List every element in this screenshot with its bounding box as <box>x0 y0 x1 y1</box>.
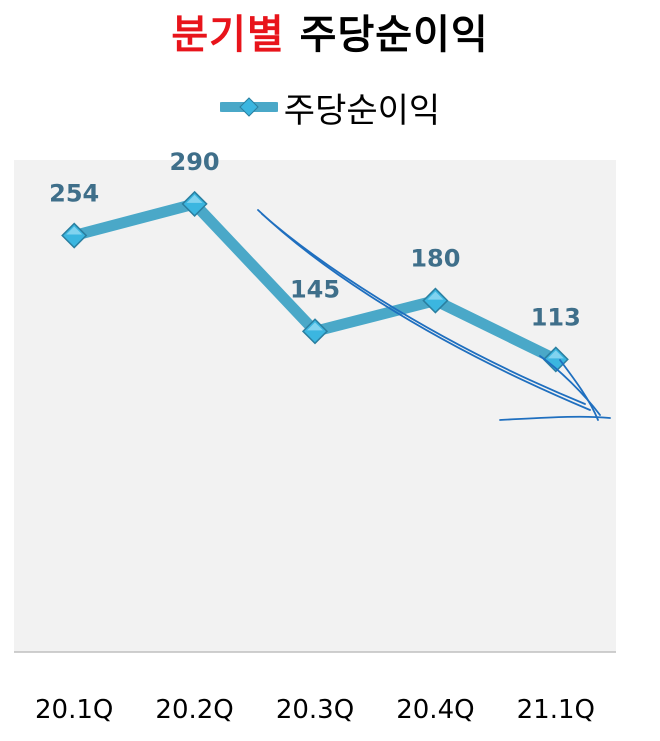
legend-label-series-1: 주당순이익 <box>283 90 441 131</box>
x-tick-label-1: 20.1Q <box>35 695 113 725</box>
data-label-2: 290 <box>170 148 220 176</box>
chart-title-highlight: 분기별 <box>171 12 285 58</box>
x-tick-label-3: 20.3Q <box>276 695 354 725</box>
data-label-1: 254 <box>49 180 99 208</box>
plot-area <box>14 160 616 652</box>
data-point-4 <box>422 287 449 314</box>
data-point-highlight-3 <box>307 322 323 331</box>
x-tick-label-5: 21.1Q <box>517 695 595 725</box>
data-label-5: 113 <box>531 303 581 331</box>
x-tick-label-4: 20.4Q <box>396 695 474 725</box>
data-point-highlight-4 <box>427 291 444 300</box>
chart-title: 분기별 주당순이익 <box>0 2 660 60</box>
data-point-1 <box>61 222 88 249</box>
data-point-2 <box>181 190 208 217</box>
data-label-3: 145 <box>290 275 340 303</box>
annotation-arrow <box>257 209 611 421</box>
data-point-3 <box>301 318 329 345</box>
legend: 주당순이익 <box>0 82 660 132</box>
data-point-highlight-2 <box>186 194 203 203</box>
x-tick-label-2: 20.2Q <box>155 695 233 725</box>
legend-swatch <box>219 97 278 117</box>
data-point-highlight-5 <box>547 350 564 359</box>
data-point-highlight-1 <box>66 226 83 235</box>
data-point-5 <box>542 346 569 373</box>
data-label-4: 180 <box>410 245 460 273</box>
chart-title-rest: 주당순이익 <box>299 12 489 58</box>
